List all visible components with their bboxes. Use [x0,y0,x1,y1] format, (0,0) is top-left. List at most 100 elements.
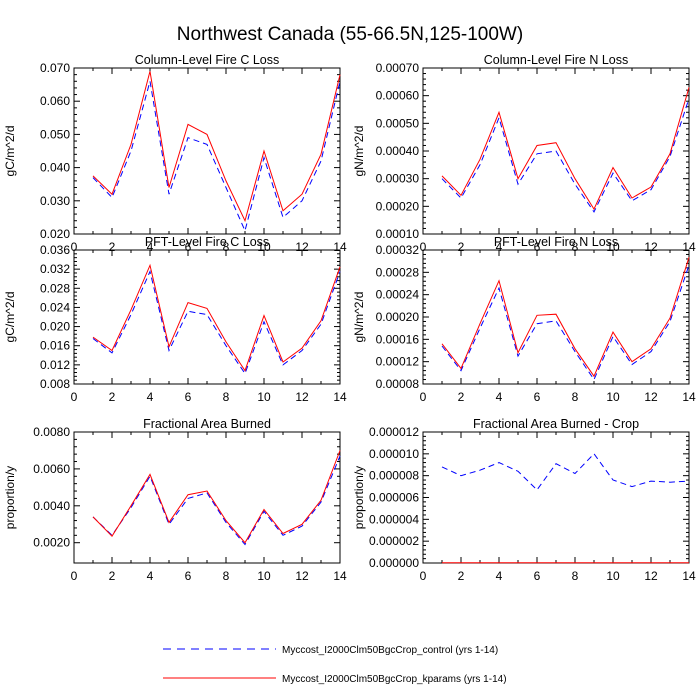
y-axis-label: gC/m^2/d [3,292,17,343]
y-tick-label: 0.000008 [369,469,419,483]
y-tick-label: 0.008 [40,377,70,391]
legend: Myccost_I2000Clm50BgcCrop_control (yrs 1… [163,645,507,685]
series-control-line [441,453,690,491]
x-tick-label: 14 [682,390,696,404]
y-tick-label: 0.00024 [376,288,420,302]
series-control-line [92,81,341,233]
x-tick-label: 8 [223,240,230,254]
y-tick-label: 0.040 [40,161,70,175]
x-tick-label: 6 [534,569,541,583]
y-tick-label: 0.060 [40,94,70,108]
x-tick-label: 12 [295,569,309,583]
x-tick-label: 0 [420,390,427,404]
y-axis-label: proportion/y [352,466,366,529]
panel-4: PFT-Level Fire N Loss gN/m^2/d 0 2 4 6 8 10 12 14… [352,235,696,404]
x-tick-label: 12 [644,390,658,404]
y-axis-label: gC/m^2/d [3,126,17,177]
x-tick-label: 0 [420,569,427,583]
legend-label: Myccost_I2000Clm50BgcCrop_control (yrs 1… [282,645,498,656]
x-tick-label: 4 [496,240,503,254]
x-tick-label: 2 [458,569,465,583]
series-control-line [441,264,690,381]
plot-frame [73,431,341,564]
x-tick-label: 8 [572,240,579,254]
x-tick-label: 0 [420,240,427,254]
panel-3: PFT-Level Fire C Loss gC/m^2/d 0 2 4 6 8 10 12 14… [3,235,347,404]
y-tick-label: 0.020 [40,320,70,334]
y-tick-label: 0.012 [40,358,70,372]
x-tick-label: 4 [147,240,154,254]
panel-title: Column-Level Fire C Loss [135,53,280,67]
x-tick-label: 10 [606,569,620,583]
series-control-line [92,269,341,375]
y-tick-label: 0.000002 [369,534,419,548]
x-tick-label: 10 [257,569,271,583]
y-tick-label: 0.030 [40,194,70,208]
x-tick-label: 2 [458,240,465,254]
panel-title: PFT-Level Fire C Loss [145,235,269,249]
x-tick-label: 6 [185,240,192,254]
y-tick-label: 0.00040 [376,144,420,158]
series-kparams-line [92,450,341,544]
y-tick-label: 0.036 [40,243,70,257]
y-tick-label: 0.000006 [369,491,419,505]
series-kparams-line [92,263,341,372]
x-tick-label: 14 [333,569,347,583]
y-axis-label: gN/m^2/d [352,292,366,343]
y-tick-label: 0.00010 [376,227,420,241]
panel-title: Fractional Area Burned [143,417,271,431]
y-tick-label: 0.000012 [369,425,419,439]
y-tick-label: 0.00028 [376,265,420,279]
x-tick-label: 12 [644,569,658,583]
y-tick-label: 0.024 [40,300,70,314]
x-tick-label: 0 [71,390,78,404]
panel-title: Fractional Area Burned - Crop [473,417,639,431]
y-tick-label: 0.00020 [376,310,420,324]
panel-5: Fractional Area Burned proportion/y 0 2 4 6 8 1… [3,417,347,583]
x-tick-label: 10 [606,390,620,404]
y-tick-label: 0.0060 [33,462,70,476]
x-tick-label: 2 [109,390,116,404]
figure-title: Northwest Canada (55-66.5N,125-100W) [177,24,523,45]
x-tick-label: 0 [71,569,78,583]
plot-frame [422,431,690,564]
series-control-line [92,455,341,546]
panel-6: Fractional Area Burned - Crop proportion/… [352,417,696,583]
panel-title: PFT-Level Fire N Loss [494,235,618,249]
y-tick-label: 0.070 [40,61,70,75]
y-tick-label: 0.00020 [376,199,420,213]
plot-frame [73,67,341,235]
y-tick-label: 0.032 [40,262,70,276]
y-axis-label: proportion/y [3,466,17,529]
y-tick-label: 0.00050 [376,116,420,130]
x-tick-label: 4 [147,390,154,404]
y-tick-label: 0.000010 [369,447,419,461]
x-tick-label: 8 [223,569,230,583]
x-tick-label: 2 [458,390,465,404]
x-tick-label: 14 [682,569,696,583]
y-tick-label: 0.000000 [369,556,419,570]
x-tick-label: 6 [534,240,541,254]
y-tick-label: 0.0040 [33,499,70,513]
x-tick-label: 4 [496,569,503,583]
series-kparams-line [441,257,690,378]
y-tick-label: 0.00070 [376,61,420,75]
x-tick-label: 6 [185,390,192,404]
y-tick-label: 0.000004 [369,512,419,526]
y-tick-label: 0.00060 [376,89,420,103]
y-tick-label: 0.00008 [376,377,420,391]
x-tick-label: 4 [147,569,154,583]
x-tick-label: 8 [572,390,579,404]
series-kparams-line [92,71,341,223]
y-axis-label: gN/m^2/d [352,126,366,177]
x-tick-label: 6 [185,569,192,583]
x-tick-label: 14 [333,390,347,404]
y-tick-label: 0.028 [40,281,70,295]
panel-title: Column-Level Fire N Loss [484,53,629,67]
x-tick-label: 4 [496,390,503,404]
y-tick-label: 0.00012 [376,355,420,369]
x-tick-label: 0 [71,240,78,254]
